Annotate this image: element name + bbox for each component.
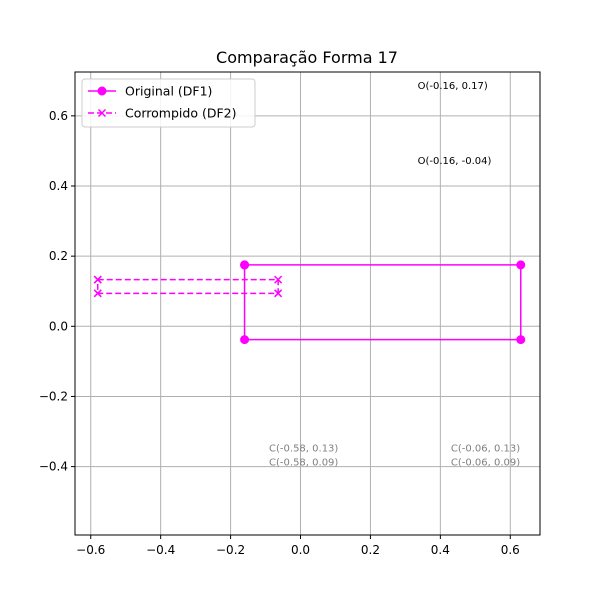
x-tick-label: −0.4: [146, 543, 175, 557]
x-tick-label: 0.6: [501, 543, 520, 557]
x-tick-label: 0.0: [291, 543, 310, 557]
x-tick-label: 0.2: [361, 543, 380, 557]
data-point: [517, 261, 525, 269]
y-tick-label: 0.0: [49, 319, 68, 333]
x-tick-label: −0.6: [76, 543, 105, 557]
legend-marker: [98, 87, 106, 95]
legend-label: Corrompido (DF2): [125, 106, 236, 121]
data-point: [517, 336, 525, 344]
legend: Original (DF1) Corrompido (DF2): [82, 79, 255, 127]
annotation-label: C(-0.06, 0.13): [451, 444, 520, 455]
x-tick-label: −0.2: [216, 543, 245, 557]
y-tick-label: 0.6: [49, 109, 68, 123]
chart-title: Comparação Forma 17: [216, 48, 398, 67]
data-point: [241, 336, 249, 344]
annotation-label: O(-0.16, 0.17): [418, 81, 488, 92]
y-tick-label: −0.2: [39, 389, 68, 403]
annotation-label: C(-0.58, 0.09): [269, 458, 338, 469]
y-tick-label: 0.2: [49, 249, 68, 263]
y-tick-label: −0.4: [39, 460, 68, 474]
annotation-label: C(-0.58, 0.13): [269, 444, 338, 455]
annotation-label: O(-0.16, -0.04): [418, 156, 492, 167]
x-tick-label: 0.4: [431, 543, 450, 557]
legend-label: Original (DF1): [125, 84, 212, 99]
data-point: [241, 261, 249, 269]
annotation-label: C(-0.06, 0.09): [451, 458, 520, 469]
y-tick-label: 0.4: [49, 179, 68, 193]
